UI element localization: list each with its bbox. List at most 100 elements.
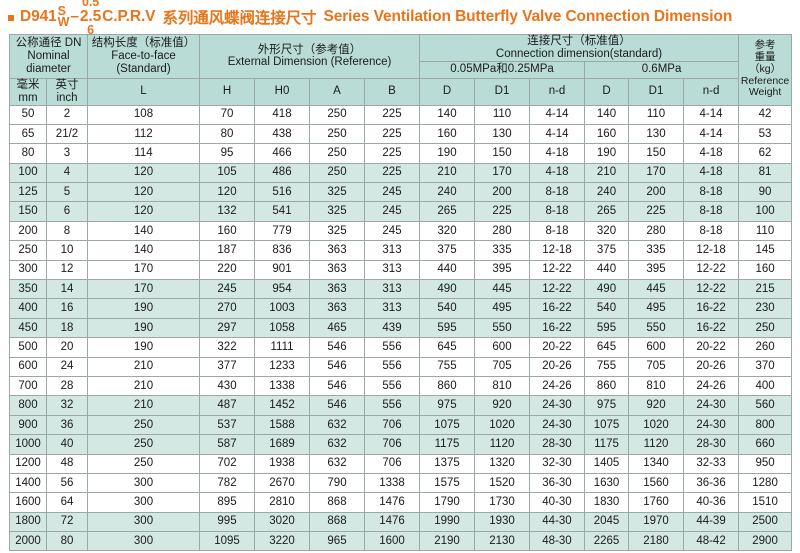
table-cell: 1760 xyxy=(628,492,684,513)
table-cell: 120 xyxy=(87,182,200,203)
table-cell: 363 xyxy=(309,279,365,300)
table-cell: 1990 xyxy=(419,511,475,533)
table-cell: 16-22 xyxy=(529,298,585,319)
model-prefix: D941 xyxy=(20,8,57,25)
table-cell: 800 xyxy=(9,395,47,416)
table-cell: 36-30 xyxy=(529,472,585,494)
table-cell: 2180 xyxy=(628,531,684,552)
table-cell: 1476 xyxy=(364,492,420,513)
table-cell: 210 xyxy=(87,375,200,397)
table-cell: 1175 xyxy=(584,434,629,455)
table-cell: 550 xyxy=(628,317,684,339)
table-cell: 965 xyxy=(309,531,365,552)
table-row: 1200 48 250 702 1938 632 706 1375 1320 32-30 1405 1… xyxy=(9,453,793,474)
table-cell: 72 xyxy=(46,511,88,533)
table-cell: 245 xyxy=(364,201,420,222)
table-cell: 895 xyxy=(199,492,255,513)
title-chinese: 系列通风蝶阀连接尺寸 xyxy=(162,10,317,27)
table-cell: 8-18 xyxy=(529,182,585,203)
table-cell: 3020 xyxy=(254,511,310,533)
table-cell: 1452 xyxy=(254,395,310,416)
table-cell: 487 xyxy=(199,395,255,416)
table-cell: 300 xyxy=(9,259,47,281)
table-cell: 24 xyxy=(46,356,88,377)
table-cell: 1630 xyxy=(584,472,629,494)
table-row: 450 18 190 297 1058 465 439 595 550 16-22 595 550 16… xyxy=(9,317,793,339)
table-cell: 150 xyxy=(628,143,684,164)
header-face-to-face: 结构长度（标准值） Face-to-face (Standard) xyxy=(87,34,200,79)
table-cell: 1233 xyxy=(254,356,310,377)
table-cell: 2265 xyxy=(584,531,629,552)
table-cell: 706 xyxy=(364,453,420,474)
table-cell: 4-14 xyxy=(529,123,585,145)
table-cell: 265 xyxy=(584,201,629,222)
table-cell: 3 xyxy=(46,143,88,164)
table-cell: 140 xyxy=(419,104,475,125)
table-row: 700 28 210 430 1338 546 556 860 810 24-26 860 810 24… xyxy=(9,375,793,397)
table-cell: 755 xyxy=(419,356,475,377)
table-cell: 320 xyxy=(419,220,475,242)
table-cell: 466 xyxy=(254,143,310,164)
table-cell: 16-22 xyxy=(682,298,740,319)
table-cell: 1970 xyxy=(628,511,684,533)
table-cell: 995 xyxy=(199,511,255,533)
table-cell: 2130 xyxy=(474,531,530,552)
table-cell: 4 xyxy=(46,162,88,184)
table-cell: 322 xyxy=(199,337,255,358)
table-cell: 10 xyxy=(46,240,88,261)
header-col-H: H xyxy=(199,77,255,106)
table-cell: 300 xyxy=(87,472,200,494)
table-cell: 32-30 xyxy=(529,453,585,474)
table-cell: 100 xyxy=(738,201,793,222)
table-cell: 114 xyxy=(87,143,200,164)
table-cell: 1600 xyxy=(9,492,47,513)
table-cell: 335 xyxy=(628,240,684,261)
table-cell: 2 xyxy=(46,104,88,125)
table-row: 50 2 108 70 418 250 225 140 110 4-14 140 110 4-14 42 xyxy=(9,104,793,125)
table-cell: 445 xyxy=(474,279,530,300)
table-cell: 1340 xyxy=(628,453,684,474)
table-cell: 250 xyxy=(87,453,200,474)
table-cell: 325 xyxy=(309,182,365,203)
table-cell: 540 xyxy=(584,298,629,319)
table-cell: 1830 xyxy=(584,492,629,513)
table-cell: 1280 xyxy=(738,472,793,494)
table-cell: 810 xyxy=(474,375,530,397)
table-cell: 48-30 xyxy=(529,531,585,552)
table-cell: 900 xyxy=(9,414,47,436)
table-cell: 260 xyxy=(738,337,793,358)
table-cell: 438 xyxy=(254,123,310,145)
title-english: Series Ventilation Butterfly Valve Conne… xyxy=(323,8,733,25)
table-cell: 80 xyxy=(9,143,47,164)
table-cell: 225 xyxy=(474,201,530,222)
table-cell: 170 xyxy=(87,259,200,281)
table-cell: 14 xyxy=(46,279,88,300)
table-row: 125 5 120 120 516 325 245 240 200 8-18 240 200 8-18 9… xyxy=(9,182,793,203)
table-cell: 1095 xyxy=(199,531,255,552)
table-cell: 265 xyxy=(419,201,475,222)
table-cell: 250 xyxy=(309,104,365,125)
table-cell: 1938 xyxy=(254,453,310,474)
table-cell: 20-26 xyxy=(529,356,585,377)
table-cell: 187 xyxy=(199,240,255,261)
header-col-nd-high: n-d xyxy=(682,77,740,106)
table-row: 1600 64 300 895 2810 868 1476 1790 1730 40-30 1830… xyxy=(9,492,793,513)
table-cell: 1200 xyxy=(9,453,47,474)
table-cell: 375 xyxy=(584,240,629,261)
table-cell: 546 xyxy=(309,337,365,358)
table-cell: 430 xyxy=(199,375,255,397)
table-cell: 556 xyxy=(364,356,420,377)
table-row: 150 6 120 132 541 325 245 265 225 8-18 265 225 8-18 1… xyxy=(9,201,793,222)
table-cell: 108 xyxy=(87,104,200,125)
table-cell: 20 xyxy=(46,337,88,358)
table-cell: 400 xyxy=(9,298,47,319)
table-cell: 860 xyxy=(584,375,629,397)
table-cell: 120 xyxy=(199,182,255,203)
header-external-cn: 外形尺寸（参考值） xyxy=(257,43,362,56)
model-sw-stack: S W xyxy=(58,5,70,29)
table-cell: 4-18 xyxy=(682,162,740,184)
table-cell: 16-22 xyxy=(682,317,740,339)
table-cell: 546 xyxy=(309,375,365,397)
table-cell: 313 xyxy=(364,298,420,319)
table-cell: 24-30 xyxy=(682,414,740,436)
